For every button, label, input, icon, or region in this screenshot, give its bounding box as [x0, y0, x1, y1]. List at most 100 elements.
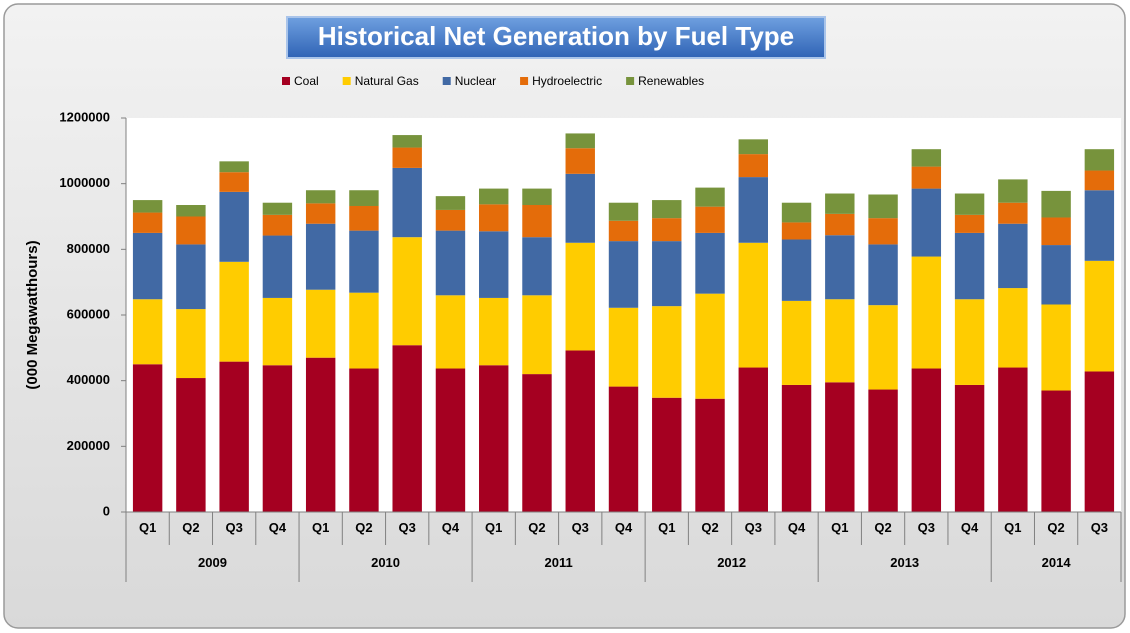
- x-tick-label: Q1: [485, 520, 502, 535]
- bar-segment: [392, 135, 422, 148]
- bar-segment: [522, 205, 552, 238]
- bar-segment: [695, 232, 725, 294]
- legend-label: Renewables: [638, 74, 704, 88]
- y-tick-label: 200000: [67, 438, 110, 453]
- bar-segment: [262, 214, 293, 236]
- bar-segment: [565, 242, 595, 351]
- bar-segment: [695, 293, 725, 399]
- x-tick-label: Q1: [658, 520, 675, 535]
- x-tick-label: Q1: [1004, 520, 1021, 535]
- bar-segment: [781, 384, 812, 512]
- bar-segment: [998, 179, 1028, 203]
- x-tick-label: Q4: [788, 520, 806, 535]
- bar-segment: [565, 148, 595, 174]
- bar-segment: [305, 289, 336, 358]
- chart-title: Historical Net Generation by Fuel Type: [318, 21, 794, 51]
- x-tick-label: Q2: [355, 520, 372, 535]
- x-tick-label: Q4: [615, 520, 633, 535]
- bar-segment: [132, 299, 163, 365]
- bar-segment: [652, 306, 682, 398]
- legend-label: Hydroelectric: [532, 74, 602, 88]
- bar-segment: [349, 292, 379, 369]
- bar-segment: [868, 244, 898, 306]
- x-group-label: 2013: [890, 555, 919, 570]
- bar-segment: [911, 188, 942, 257]
- bar-segment: [695, 398, 725, 512]
- bar-segment: [219, 161, 249, 173]
- bar-segment: [738, 367, 768, 512]
- bar-segment: [349, 230, 379, 293]
- y-tick-label: 600000: [67, 306, 110, 321]
- legend-label: Coal: [294, 74, 319, 88]
- bar-segment: [825, 299, 855, 383]
- bar-segment: [479, 188, 509, 205]
- bar-segment: [132, 200, 163, 213]
- legend-swatch: [520, 77, 529, 85]
- bar-segment: [781, 239, 812, 301]
- y-axis-label: (000 Megawatthours): [24, 240, 41, 389]
- bar-segment: [176, 309, 206, 379]
- bar-segment: [1084, 170, 1115, 191]
- bar-segment: [176, 205, 206, 217]
- bar-segment: [652, 241, 682, 307]
- x-tick-label: Q2: [874, 520, 891, 535]
- bar-segment: [868, 389, 898, 512]
- bar-segment: [262, 365, 293, 512]
- bar-segment: [305, 223, 336, 290]
- bar-segment: [825, 193, 855, 214]
- bar-segment: [392, 167, 422, 238]
- bar-segment: [998, 202, 1028, 224]
- bar-segment: [1041, 190, 1071, 218]
- bar-segment: [132, 364, 163, 512]
- bar-segment: [305, 357, 336, 512]
- bar-segment: [738, 139, 768, 155]
- bar-segment: [911, 166, 942, 189]
- bar-segment: [911, 149, 942, 167]
- bar-segment: [825, 235, 855, 300]
- bar-segment: [565, 133, 595, 149]
- bar-segment: [738, 177, 768, 243]
- x-tick-label: Q3: [399, 520, 416, 535]
- bar-segment: [998, 223, 1028, 289]
- y-tick-label: 800000: [67, 241, 110, 256]
- bar-segment: [176, 216, 206, 245]
- bar-segment: [1041, 217, 1071, 246]
- bar-segment: [695, 206, 725, 233]
- bar-segment: [479, 231, 509, 298]
- x-tick-label: Q3: [918, 520, 935, 535]
- bar-segment: [435, 295, 466, 369]
- bar-segment: [1084, 260, 1115, 372]
- bar-segment: [954, 232, 985, 300]
- bar-segment: [392, 345, 422, 512]
- bar-segment: [868, 194, 898, 219]
- bar-segment: [911, 368, 942, 512]
- x-tick-label: Q2: [182, 520, 199, 535]
- bar-segment: [305, 203, 336, 224]
- x-group-label: 2009: [198, 555, 227, 570]
- bar-segment: [954, 299, 985, 385]
- bar-segment: [608, 386, 639, 512]
- bar-segment: [132, 232, 163, 300]
- bar-segment: [1041, 304, 1071, 391]
- bar-segment: [1084, 149, 1115, 171]
- legend-label: Natural Gas: [355, 74, 419, 88]
- bar-segment: [522, 295, 552, 375]
- y-tick-label: 400000: [67, 372, 110, 387]
- x-tick-label: Q1: [831, 520, 848, 535]
- bar-segment: [868, 305, 898, 390]
- bar-segment: [435, 196, 466, 210]
- bar-segment: [825, 213, 855, 236]
- bar-segment: [435, 368, 466, 512]
- bar-segment: [219, 191, 249, 262]
- y-tick-label: 1000000: [59, 175, 110, 190]
- bar-segment: [565, 173, 595, 243]
- bar-segment: [1041, 390, 1071, 512]
- x-tick-label: Q4: [269, 520, 287, 535]
- legend-label: Nuclear: [455, 74, 496, 88]
- x-tick-label: Q4: [961, 520, 979, 535]
- x-tick-label: Q2: [1047, 520, 1064, 535]
- legend-swatch: [626, 77, 635, 85]
- bar-segment: [349, 190, 379, 206]
